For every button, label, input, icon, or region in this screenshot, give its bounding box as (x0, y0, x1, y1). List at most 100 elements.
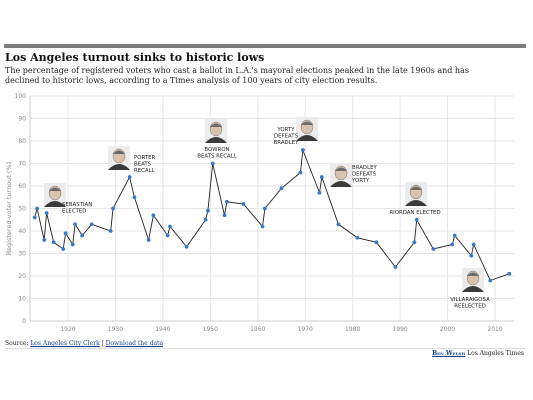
source-separator: | (101, 340, 104, 347)
data-point (151, 213, 156, 218)
annotation-label: DEFEATS (274, 134, 299, 140)
x-tick-label: 1940 (155, 326, 170, 333)
data-point (336, 222, 341, 227)
data-point (431, 247, 436, 251)
y-axis-label: Registered-voter turnout (%) (5, 162, 13, 255)
x-tick-label: 2000 (440, 326, 455, 333)
data-point (61, 247, 66, 251)
portrait-shoulders (405, 200, 427, 206)
data-point (471, 242, 476, 247)
y-tick-label: 100 (15, 93, 27, 100)
data-point (260, 224, 265, 229)
data-point (469, 253, 474, 258)
x-tick-label: 1970 (298, 326, 313, 333)
data-point (262, 206, 267, 211)
y-tick-label: 40 (18, 228, 26, 235)
annotation-label: YORTY (351, 178, 370, 184)
x-tick-label: 1990 (392, 326, 407, 333)
data-point (146, 238, 151, 242)
y-tick-label: 10 (18, 296, 26, 303)
data-point (108, 229, 113, 233)
data-point (206, 208, 210, 213)
data-point (89, 222, 94, 227)
portrait-shoulders (296, 135, 318, 141)
y-tick-label: 20 (18, 273, 26, 280)
footer-divider (5, 348, 525, 349)
annotation-label: BEATS (134, 162, 152, 168)
data-point (319, 175, 324, 179)
annotation-label: ELECTED (62, 209, 86, 215)
data-point (111, 206, 115, 211)
x-tick-label: 1920 (60, 326, 75, 333)
data-point (127, 175, 132, 179)
data-point (73, 222, 77, 227)
annotation-label: SEBASTIAN (62, 202, 92, 208)
portrait-hair (335, 167, 347, 171)
x-tick-label: 2010 (487, 326, 502, 333)
annotation-label: REELECTED (454, 304, 486, 310)
portrait-shoulders (462, 286, 484, 292)
data-point (412, 240, 417, 245)
data-point (32, 215, 37, 220)
source-prefix: Source: (5, 340, 29, 347)
source-link[interactable]: Los Angeles City Clerk (30, 340, 100, 347)
data-point (452, 233, 457, 238)
data-point (70, 242, 75, 247)
data-point (414, 217, 419, 222)
portrait-hair (49, 187, 61, 191)
data-point (507, 271, 512, 276)
data-point (51, 240, 56, 245)
annotation-label: BOWRON (204, 147, 229, 153)
data-point (374, 240, 379, 245)
data-point (241, 202, 246, 206)
data-point (168, 224, 172, 229)
byline: Ben Welsh Los Angeles Times (432, 350, 524, 357)
portrait-shoulders (108, 164, 130, 170)
y-tick-label: 30 (18, 251, 26, 258)
y-tick-label: 50 (18, 206, 26, 213)
portrait-shoulders (44, 201, 66, 207)
y-tick-label: 90 (18, 116, 26, 123)
data-point (222, 213, 227, 218)
data-point (393, 265, 398, 269)
data-point (210, 161, 215, 166)
author-link[interactable]: Ben Welsh (432, 350, 466, 357)
source-line: Source: Los Angeles City Clerk | Downloa… (5, 340, 163, 347)
portrait-hair (210, 123, 222, 127)
data-point (44, 211, 49, 215)
annotation-label: DEFEATS (352, 172, 377, 178)
data-point (132, 195, 137, 200)
annotation-label: BEATS RECALL (197, 154, 236, 160)
y-tick-label: 70 (18, 161, 26, 168)
portrait-shoulders (205, 137, 227, 143)
data-point (279, 186, 284, 191)
x-tick-label: 1980 (345, 326, 360, 333)
data-point (450, 242, 455, 247)
download-data-link[interactable]: Download the data (105, 340, 164, 347)
portrait-hair (113, 150, 125, 154)
data-point (35, 206, 40, 211)
annotation-label: BRADLEY (352, 165, 377, 171)
data-point (203, 217, 208, 222)
data-point (317, 190, 322, 195)
publication-name: Los Angeles Times (467, 350, 524, 357)
data-point (184, 244, 189, 249)
data-point (355, 235, 360, 240)
annotation-label: VILLARAIGOSA (450, 297, 490, 303)
page-subtitle: The percentage of registered voters who … (5, 66, 469, 85)
data-point (488, 278, 493, 283)
data-point (63, 231, 68, 236)
data-point (298, 170, 303, 175)
x-tick-label: 1930 (108, 326, 123, 333)
x-tick-label: 1950 (203, 326, 218, 333)
annotation-label: YORTY (276, 127, 295, 133)
data-point (42, 238, 47, 242)
annotation-label: PORTER (134, 155, 156, 161)
page-title: Los Angeles turnout sinks to historic lo… (5, 51, 265, 64)
header-rule (4, 44, 526, 48)
y-tick-label: 0 (22, 318, 26, 325)
annotation-label: BRADLEY (274, 140, 299, 146)
data-point (300, 148, 305, 152)
turnout-line (34, 149, 510, 282)
